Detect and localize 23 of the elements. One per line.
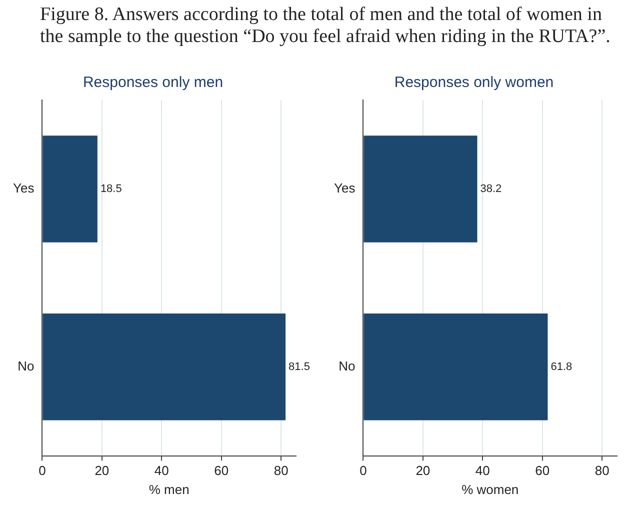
x-axis-title: % women [462, 482, 519, 497]
x-tick-label: 80 [274, 463, 288, 478]
chart-title: Responses only women [394, 74, 554, 92]
y-tick-label: No [338, 358, 356, 374]
x-tick-label: 0 [38, 463, 46, 478]
y-tick-label: Yes [334, 180, 356, 196]
x-tick-label: 20 [416, 463, 430, 478]
caption: Figure 8. Answers according to the total of men and the total of women in the sample to the question “Do you feel afraid when riding in the RUTA?”. [40, 4, 612, 48]
data-label: 81.5 [288, 360, 310, 373]
y-tick-label: Yes [12, 180, 35, 196]
x-tick-label: 40 [475, 463, 490, 478]
data-label: 61.8 [550, 360, 572, 373]
data-label: 38.2 [480, 182, 502, 195]
data-label: 18.5 [100, 182, 122, 195]
x-tick-label: 20 [94, 463, 110, 478]
x-axis-title: % men [148, 482, 190, 497]
x-tick-label: 0 [360, 463, 367, 478]
y-tick-label: No [18, 358, 34, 374]
x-tick-label: 60 [214, 463, 229, 478]
x-tick-label: 60 [535, 463, 550, 478]
x-tick-label: 80 [594, 463, 610, 478]
chart-title: Responses only men [82, 74, 224, 92]
x-tick-label: 40 [154, 463, 169, 478]
